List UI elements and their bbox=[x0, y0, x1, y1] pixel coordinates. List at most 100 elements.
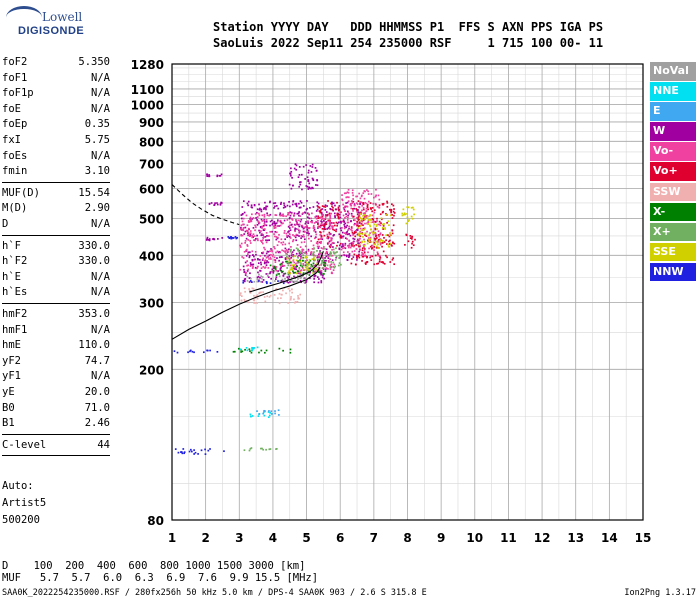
echo-point-vo- bbox=[281, 222, 283, 225]
echo-point-w bbox=[346, 233, 349, 236]
echo-point-vo- bbox=[285, 250, 287, 252]
param-value: N/A bbox=[91, 323, 110, 336]
echo-point-w bbox=[299, 206, 302, 209]
echo-point-w bbox=[263, 208, 265, 210]
echo-point-sse bbox=[358, 219, 361, 222]
echo-point-w bbox=[316, 276, 319, 278]
echo-point-nnw bbox=[204, 448, 206, 451]
param-label: foEp bbox=[2, 118, 28, 131]
echo-point-w bbox=[309, 271, 311, 274]
echo-point-vo- bbox=[279, 219, 282, 222]
echo-point-vo- bbox=[270, 270, 273, 273]
echo-point-vo- bbox=[308, 237, 310, 240]
echo-point-sse bbox=[359, 232, 362, 235]
echo-point-vo- bbox=[388, 235, 391, 238]
echo-point-vo- bbox=[252, 217, 255, 219]
echo-point-vo- bbox=[245, 229, 248, 232]
echo-point-vo- bbox=[239, 268, 242, 271]
echo-point-w bbox=[346, 230, 349, 233]
echo-point-vo- bbox=[314, 270, 317, 273]
echo-point-vo- bbox=[379, 255, 381, 258]
echo-point-vo- bbox=[346, 244, 349, 247]
echo-point-w bbox=[334, 204, 336, 207]
echo-point-vo- bbox=[311, 248, 314, 250]
echo-point-noval bbox=[246, 275, 249, 278]
echo-point-vo- bbox=[279, 251, 282, 254]
echo-point-w bbox=[251, 259, 254, 262]
echo-point-sse bbox=[368, 240, 371, 243]
echo-point-noval bbox=[297, 278, 299, 280]
echo-point-w bbox=[320, 211, 323, 214]
echo-point-x- bbox=[295, 265, 298, 268]
echo-point-x- bbox=[322, 261, 325, 264]
echo-point-w bbox=[356, 228, 359, 231]
echo-point-vo- bbox=[357, 238, 360, 241]
echo-point-sse bbox=[305, 261, 308, 264]
echo-point-w bbox=[284, 238, 287, 241]
echo-point-x- bbox=[250, 447, 253, 449]
echo-point-vo- bbox=[263, 228, 266, 230]
echo-point-x- bbox=[297, 249, 300, 252]
echo-point-vo- bbox=[298, 230, 301, 233]
echo-point-w bbox=[334, 215, 336, 217]
echo-point-vo- bbox=[282, 250, 285, 252]
echo-point-x- bbox=[265, 349, 268, 352]
echo-point-w bbox=[272, 202, 275, 205]
echo-point-w bbox=[286, 236, 289, 238]
echo-point-nne bbox=[249, 413, 252, 416]
echo-point-x- bbox=[237, 347, 240, 350]
echo-point-sse bbox=[404, 213, 407, 216]
echo-point-w bbox=[277, 219, 279, 222]
echo-point-w bbox=[252, 227, 255, 229]
echo-point-w bbox=[301, 188, 303, 191]
echo-point-w bbox=[324, 268, 327, 271]
echo-point-vo- bbox=[347, 211, 350, 214]
echo-point-w bbox=[268, 239, 270, 242]
echo-point-vo- bbox=[327, 219, 330, 222]
echo-point-w bbox=[256, 211, 258, 214]
legend-x-: X+ bbox=[650, 222, 696, 242]
echo-point-w bbox=[305, 185, 308, 187]
echo-point-vo- bbox=[348, 212, 351, 215]
muf-line: MUF 5.7 5.7 6.0 6.3 6.9 7.6 9.9 15.5 [MH… bbox=[2, 572, 319, 584]
echo-point-vo- bbox=[246, 224, 249, 227]
echo-point-nnw bbox=[234, 236, 237, 238]
param-value: N/A bbox=[91, 149, 110, 162]
echo-point-w bbox=[335, 228, 338, 231]
echo-point-vo- bbox=[311, 221, 313, 224]
logo-line2: DIGISONDE bbox=[18, 25, 85, 37]
echo-point-w bbox=[310, 171, 313, 173]
echo-point-vo- bbox=[356, 211, 358, 213]
echo-point-x- bbox=[340, 263, 342, 266]
echo-point-vo- bbox=[318, 210, 321, 213]
echo-point-w bbox=[289, 281, 291, 283]
echo-point-ssw bbox=[248, 288, 250, 290]
echo-point-ssw bbox=[251, 287, 254, 290]
echo-point-vo- bbox=[312, 244, 315, 247]
echo-point-vo- bbox=[245, 214, 248, 217]
echo-point-vo- bbox=[282, 213, 284, 216]
echo-point-ssw bbox=[287, 302, 290, 304]
echo-point-vo- bbox=[347, 251, 349, 253]
echo-point-x- bbox=[274, 268, 277, 270]
echo-point-vo- bbox=[407, 240, 410, 243]
echo-point-x- bbox=[332, 248, 335, 251]
echo-point-nne bbox=[269, 412, 272, 414]
echo-point-ssw bbox=[240, 299, 243, 302]
echo-point-vo- bbox=[369, 232, 371, 234]
echo-point-nnw bbox=[230, 236, 233, 238]
echo-point-w bbox=[244, 278, 247, 280]
echo-point-vo- bbox=[327, 256, 330, 258]
echo-point-vo- bbox=[355, 254, 358, 257]
echo-point-vo- bbox=[251, 234, 253, 237]
echo-point-w bbox=[306, 185, 309, 188]
echo-point-w bbox=[311, 186, 314, 189]
echo-point-ssw bbox=[291, 288, 293, 291]
echo-point-w bbox=[248, 256, 251, 259]
echo-point-w bbox=[213, 204, 216, 207]
echo-point-vo- bbox=[329, 224, 332, 226]
echo-point-w bbox=[337, 208, 340, 210]
echo-point-vo- bbox=[263, 236, 265, 238]
echo-point-vo- bbox=[391, 244, 393, 247]
echo-point-sse bbox=[362, 215, 364, 217]
